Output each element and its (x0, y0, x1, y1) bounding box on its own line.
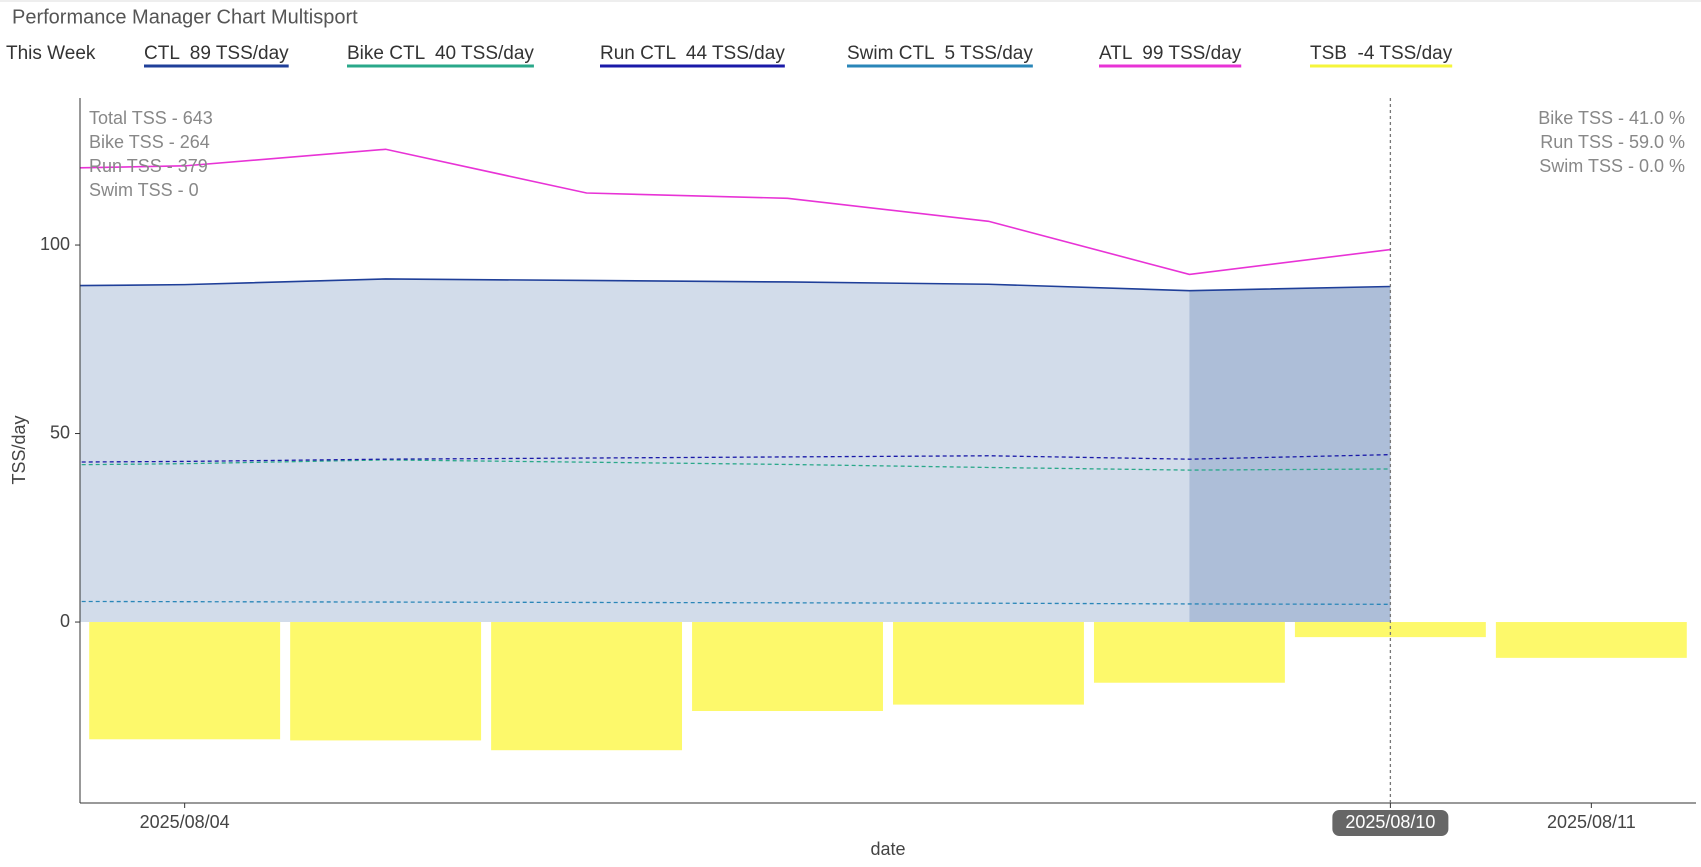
legend-title: This Week (6, 43, 96, 64)
y-tick-label: 0 (60, 611, 70, 631)
x-tick-label: 2025/08/04 (140, 812, 230, 832)
annotation-right: Run TSS - 59.0 % (1540, 132, 1685, 152)
y-tick-label: 100 (40, 234, 70, 254)
tsb-bar (1495, 622, 1687, 658)
y-axis-label: TSS/day (9, 415, 29, 484)
plot-area (80, 148, 1687, 751)
annotation-left: Total TSS - 643 (89, 108, 213, 128)
legend-label: Swim CTL 5 TSS/day (847, 43, 1033, 64)
x-axis-label: date (870, 839, 905, 859)
tsb-bar (89, 622, 281, 740)
tsb-bar (290, 622, 482, 741)
legend-label: Bike CTL 40 TSS/day (347, 43, 534, 64)
dashed-line (80, 459, 1391, 471)
tsb-bar (1093, 622, 1285, 683)
tsb-bar (491, 622, 683, 751)
line (80, 148, 1391, 276)
ctl-area-highlight (1189, 286, 1391, 623)
tsb-bar (893, 622, 1084, 705)
legend-label: ATL 99 TSS/day (1099, 43, 1242, 64)
legend-label: Run CTL 44 TSS/day (600, 43, 785, 64)
tsb-bar (692, 622, 883, 712)
x-tick-label: 2025/08/10 (1345, 812, 1435, 832)
annotation-left: Swim TSS - 0 (89, 180, 199, 200)
annotation-left: Bike TSS - 264 (89, 132, 210, 152)
chart-title: Performance Manager Chart Multisport (12, 6, 358, 28)
current-date-badge (1332, 810, 1449, 836)
annotation-right: Bike TSS - 41.0 % (1538, 108, 1685, 128)
dashed-line (80, 453, 1391, 463)
legend-label: CTL 89 TSS/day (144, 43, 289, 64)
legend-label: TSB -4 TSS/day (1310, 43, 1453, 64)
annotation-right: Swim TSS - 0.0 % (1539, 156, 1685, 176)
x-tick-label: 2025/08/11 (1547, 812, 1636, 832)
tsb-bar (1294, 622, 1486, 638)
ctl-area (80, 278, 1391, 623)
y-tick-label: 50 (50, 422, 70, 442)
line (80, 278, 1391, 292)
annotation-left: Run TSS - 379 (89, 156, 208, 176)
dashed-line (80, 600, 1391, 605)
